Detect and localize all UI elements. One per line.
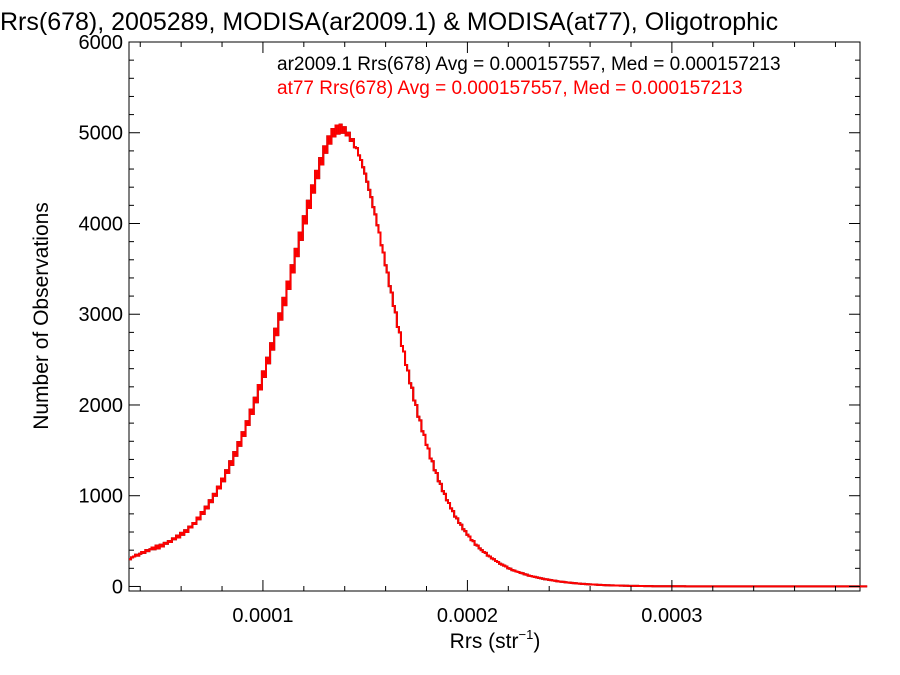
y-tick-label: 3000	[79, 304, 124, 326]
y-tick-label: 4000	[79, 213, 124, 235]
y-axis-label: Number of Observations	[30, 202, 53, 430]
x-axis-label-superscript: −1	[519, 627, 534, 642]
y-tick-label: 0	[112, 576, 123, 598]
x-tick-label: 0.0001	[232, 605, 293, 627]
y-tick-label: 5000	[79, 123, 124, 145]
chart-title: Rrs(678), 2005289, MODISA(ar2009.1) & MO…	[0, 8, 778, 36]
y-tick-label: 2000	[79, 395, 124, 417]
x-axis-label-end: )	[533, 630, 540, 653]
plot-frame	[128, 41, 861, 592]
axis-ticks: 0 1000 2000 3000 4000 5000 6000 0.0001 0.0002 0.0…	[79, 32, 860, 627]
y-tick-label: 1000	[79, 486, 124, 508]
legend-entry-at77: at77 Rrs(678) Avg = 0.000157557, Med = 0…	[277, 78, 743, 99]
x-axis-label-base: Rrs (str	[450, 630, 519, 653]
series-line-at77	[129, 123, 868, 588]
plot-area	[128, 41, 861, 592]
x-tick-label: 0.0003	[641, 605, 702, 627]
series-line-ar2009-1	[129, 123, 868, 588]
legend-entry-ar2009-1: ar2009.1 Rrs(678) Avg = 0.000157557, Med…	[277, 54, 781, 75]
x-axis-label: Rrs (str−1)	[450, 627, 541, 653]
x-tick-label: 0.0002	[437, 605, 498, 627]
y-tick-label: 6000	[79, 32, 124, 54]
series-layer	[129, 123, 868, 588]
